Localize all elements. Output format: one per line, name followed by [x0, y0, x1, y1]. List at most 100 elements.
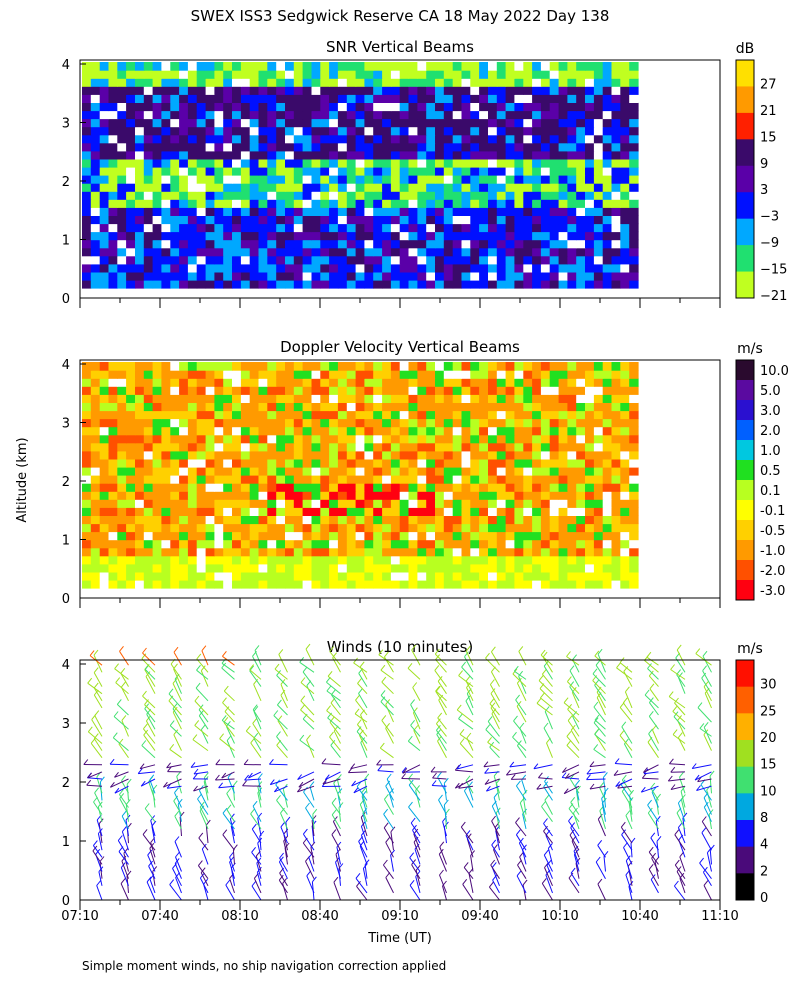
heatmap-cell — [205, 507, 215, 516]
heatmap-cell — [488, 271, 498, 281]
heatmap-cell — [567, 86, 577, 95]
wind-barb — [592, 680, 606, 695]
wind-barb — [197, 798, 209, 815]
heatmap-cell — [108, 134, 118, 144]
heatmap-cell — [196, 450, 207, 460]
heatmap-cell — [382, 507, 392, 516]
heatmap-cell — [108, 571, 118, 581]
heatmap-cell — [346, 563, 357, 573]
heatmap-cell — [223, 279, 233, 289]
wind-barb — [566, 656, 580, 666]
wind-barb-flag — [258, 773, 263, 779]
heatmap-cell — [337, 579, 348, 589]
heatmap-cell — [435, 475, 445, 484]
heatmap-cell — [620, 491, 630, 500]
wind-barb-flag — [464, 651, 469, 658]
wind-barb — [596, 697, 606, 716]
heatmap-cell — [223, 386, 233, 395]
heatmap-cell — [417, 563, 427, 573]
heatmap-cell — [426, 78, 436, 87]
heatmap-cell — [187, 126, 198, 136]
heatmap-cell — [461, 191, 471, 200]
heatmap-cell — [629, 126, 639, 136]
wind-barb-flag — [491, 862, 497, 868]
wind-barb — [139, 764, 156, 770]
wind-barb-flag — [142, 647, 147, 654]
heatmap-cell — [576, 110, 586, 120]
heatmap-cell — [320, 150, 330, 160]
heatmap-cell — [117, 378, 127, 387]
wind-barb-flag — [646, 651, 652, 658]
heatmap-cell — [99, 434, 110, 444]
wind-barb-flag — [358, 688, 363, 694]
wind-barb — [455, 778, 474, 789]
wind-barb-flag — [383, 808, 388, 815]
wind-barb-flag — [678, 672, 683, 678]
wind-barb — [642, 777, 659, 780]
heatmap-cell — [99, 555, 110, 565]
heatmap-cell — [479, 142, 489, 152]
heatmap-cell — [108, 507, 118, 516]
heatmap-cell — [443, 255, 454, 265]
heatmap-cell — [488, 118, 498, 128]
heatmap-cell — [311, 183, 321, 192]
heatmap-cell — [602, 207, 613, 216]
wind-barb — [669, 763, 686, 766]
heatmap-cell — [461, 418, 471, 428]
heatmap-cell — [399, 239, 410, 249]
heatmap-cell — [135, 499, 145, 508]
heatmap-cell — [567, 394, 577, 403]
heatmap-cell — [161, 450, 171, 460]
wind-barb — [613, 771, 633, 776]
heatmap-cell — [187, 134, 198, 144]
heatmap-cell — [232, 102, 242, 112]
heatmap-cell — [443, 199, 454, 208]
heatmap-cell — [435, 62, 445, 71]
heatmap-cell — [567, 434, 577, 444]
heatmap-cell — [549, 191, 560, 200]
heatmap-cell — [90, 434, 101, 444]
wind-barb — [536, 785, 553, 790]
wind-barb — [252, 805, 262, 822]
heatmap-cell — [417, 247, 427, 257]
heatmap-cell — [337, 475, 348, 484]
heatmap-cell — [523, 475, 533, 484]
colorbar-swatch — [736, 420, 754, 441]
heatmap-cell — [620, 78, 630, 87]
heatmap-cell — [373, 94, 383, 103]
heatmap-cell — [629, 515, 639, 525]
heatmap-cell — [620, 458, 630, 468]
heatmap-cell — [117, 362, 127, 371]
heatmap-cell — [152, 255, 162, 265]
heatmap-cell — [214, 215, 224, 225]
heatmap-cell — [558, 175, 568, 184]
heatmap-cell — [461, 175, 471, 184]
wind-barb — [625, 874, 633, 894]
heatmap-cell — [355, 362, 365, 371]
heatmap-cell — [90, 475, 101, 484]
heatmap-cell — [179, 547, 189, 557]
heatmap-cell — [602, 539, 613, 549]
heatmap-cell — [187, 62, 198, 71]
heatmap-cell — [214, 207, 224, 216]
heatmap-cell — [408, 507, 418, 516]
wind-barb — [646, 656, 659, 666]
heatmap-cell — [205, 523, 215, 533]
heatmap-cell — [302, 94, 312, 103]
heatmap-cell — [611, 142, 621, 152]
heatmap-cell — [496, 223, 507, 233]
wind-barb — [229, 878, 235, 894]
heatmap-cell — [514, 434, 524, 444]
heatmap-cell — [426, 62, 436, 71]
heatmap-cell — [329, 475, 339, 484]
heatmap-cell — [152, 70, 162, 79]
heatmap-cell — [214, 458, 224, 468]
heatmap-cell — [620, 279, 630, 289]
heatmap-cell — [558, 402, 568, 412]
heatmap-cell — [443, 499, 454, 508]
heatmap-cell — [170, 418, 180, 428]
wind-barb — [253, 878, 262, 894]
heatmap-cell — [479, 207, 489, 216]
heatmap-cell — [187, 362, 198, 371]
heatmap-cell — [399, 555, 410, 565]
